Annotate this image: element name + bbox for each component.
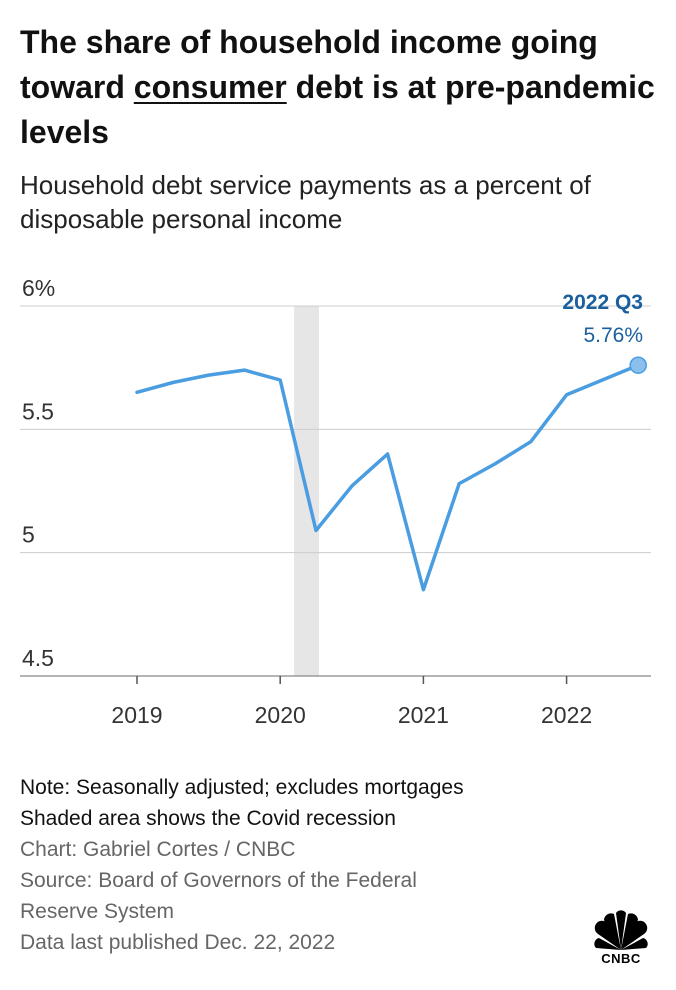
x-tick-label: 2022 xyxy=(541,702,592,728)
last-point-marker xyxy=(629,356,647,374)
series-line xyxy=(135,363,640,592)
annotation-period: 2022 Q3 xyxy=(562,291,643,314)
y-tick-label: 5 xyxy=(22,522,35,548)
y-tick-label: 4.5 xyxy=(22,645,54,671)
annotation-value: 5.76% xyxy=(583,324,643,347)
notes-block: Note: Seasonally adjusted; excludes mort… xyxy=(20,772,580,958)
y-tick-label: 6% xyxy=(22,275,55,301)
credit-source-line-2: Reserve System xyxy=(20,900,175,923)
x-tick-label: 2019 xyxy=(111,702,162,728)
line-chart: 6% 5.5 5 4.5 2019 2020 2021 2022 2022 Q3 5.76% xyxy=(20,275,651,728)
y-tick-label: 5.5 xyxy=(22,398,54,424)
credit-chart-author: Chart: Gabriel Cortes / CNBC xyxy=(20,838,296,861)
chart-subtitle: Household debt service payments as a per… xyxy=(20,170,591,234)
title-underlined-word: consumer xyxy=(133,69,287,105)
logo-text: CNBC xyxy=(601,951,641,966)
credit-source-line-1: Source: Board of Governors of the Federa… xyxy=(20,869,417,892)
note-seasonal: Note: Seasonally adjusted; excludes mort… xyxy=(20,776,464,799)
chart-title: The share of household income going towa… xyxy=(20,20,660,155)
note-shaded-area: Shaded area shows the Covid recession xyxy=(20,807,396,830)
x-tick-label: 2020 xyxy=(255,702,306,728)
peacock-icon xyxy=(594,910,648,950)
title-part-1: The share of household income going towa… xyxy=(20,24,598,105)
title-part-2: debt is at pre-pandemic levels xyxy=(20,69,655,150)
credit-data-date: Data last published Dec. 22, 2022 xyxy=(20,931,336,954)
x-tick-label: 2021 xyxy=(398,702,449,728)
